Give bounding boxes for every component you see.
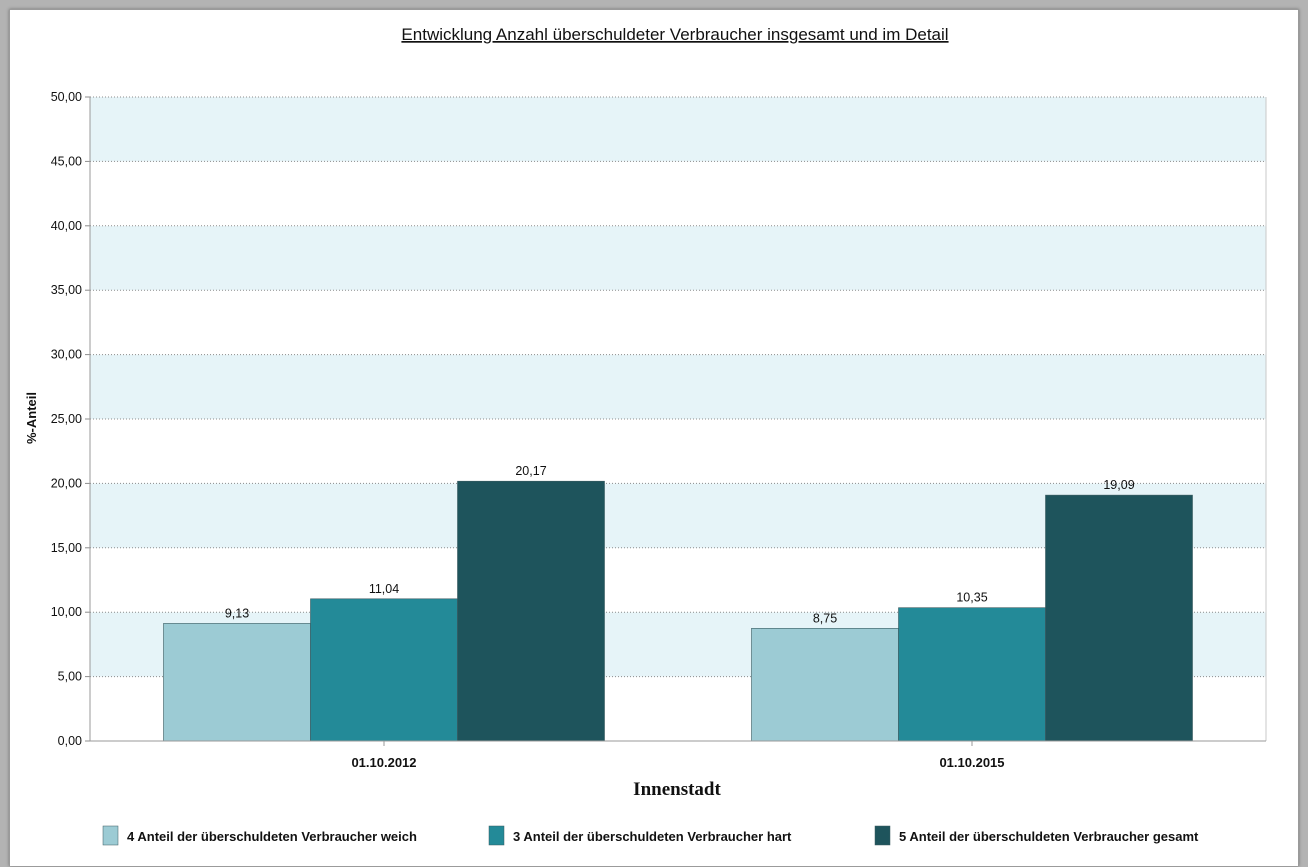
plot-band [90,290,1266,355]
chart-title: Entwicklung Anzahl überschuldeter Verbra… [401,25,948,44]
bar-value-label: 20,17 [515,464,546,478]
y-tick-label: 40,00 [51,219,82,233]
y-tick-label: 20,00 [51,476,82,490]
legend-label: 3 Anteil der überschuldeten Verbraucher … [513,829,792,844]
y-tick-label: 10,00 [51,605,82,619]
plot-band [90,354,1266,419]
bar-value-label: 10,35 [956,591,987,605]
bar-value-label: 8,75 [813,611,837,625]
plot-band [90,97,1266,162]
legend-swatch [488,825,505,846]
x-category-label: 01.10.2015 [939,755,1004,770]
legend-swatch [102,825,119,846]
legend: 4 Anteil der überschuldeten Verbraucher … [102,825,1199,846]
y-tick-label: 30,00 [51,348,82,362]
axes [85,96,1267,746]
x-axis-label: Innenstadt [633,779,721,800]
bars [163,480,1193,742]
bar [1045,494,1193,742]
y-axis-label: %-Anteil [24,392,39,444]
y-tick-label: 35,00 [51,283,82,297]
bar-value-label: 9,13 [225,606,249,620]
bar-value-label: 11,04 [369,582,399,596]
y-tick-label: 50,00 [51,90,82,104]
bar [898,607,1046,742]
plot-band [90,161,1266,226]
y-tick-label: 45,00 [51,154,82,168]
y-tick-label: 25,00 [51,412,82,426]
legend-label: 5 Anteil der überschuldeten Verbraucher … [899,829,1199,844]
y-tick-label: 5,00 [58,670,82,684]
bar [751,627,899,742]
y-tick-label: 15,00 [51,541,82,555]
bar-value-label: 19,09 [1103,478,1134,492]
bar [310,598,458,742]
legend-label: 4 Anteil der überschuldeten Verbraucher … [127,829,417,844]
y-tick-label: 0,00 [58,734,82,748]
x-category-label: 01.10.2012 [351,755,416,770]
labels: 0,00 5,00 10,00 15,00 20,00 25,00 30,00 35,00 40… [51,90,1135,770]
plot-band [90,225,1266,291]
bar [163,623,311,742]
legend-swatch [874,825,891,846]
plot-band [90,419,1266,484]
bar [457,480,605,742]
